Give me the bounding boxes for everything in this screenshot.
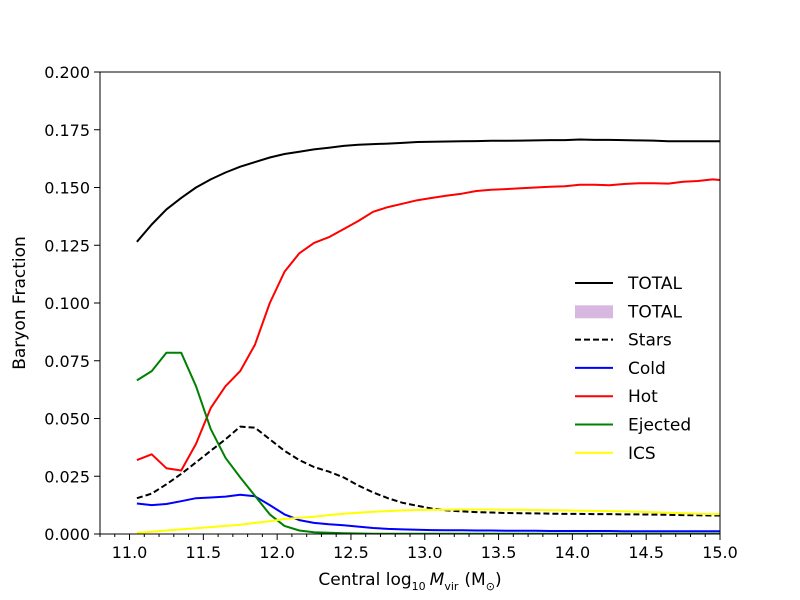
legend-label: TOTAL xyxy=(627,274,682,294)
legend-label: Stars xyxy=(628,331,672,351)
y-tick-label: 0.100 xyxy=(44,294,90,313)
y-axis-ticks: 0.000 0.025 0.050 0.075 0.100 0.125 0.150 0.175… xyxy=(44,63,100,544)
x-tick-label: 11.5 xyxy=(186,543,222,562)
y-tick-label: 0.125 xyxy=(44,236,90,255)
x-tick-label: 14.5 xyxy=(628,543,664,562)
y-tick-label: 0.200 xyxy=(44,63,90,82)
series-line-ics xyxy=(136,508,720,534)
y-tick-label: 0.050 xyxy=(44,410,90,429)
legend: TOTAL TOTAL Stars Cold Hot Ejected ICS xyxy=(575,274,691,464)
legend-label: ICS xyxy=(628,444,656,464)
series-line-cold xyxy=(136,493,720,533)
x-tick-label: 15.0 xyxy=(702,543,738,562)
x-axis-label: Central log10 Mvir (M⊙) xyxy=(318,570,501,593)
x-tick-label: 12.5 xyxy=(333,543,369,562)
x-tick-label: 13.5 xyxy=(481,543,517,562)
x-tick-label: 12.0 xyxy=(259,543,295,562)
series-line-total xyxy=(136,138,720,243)
y-tick-label: 0.025 xyxy=(44,467,90,486)
legend-label: Ejected xyxy=(628,416,691,436)
y-tick-label: 0.175 xyxy=(44,121,90,140)
legend-label: Cold xyxy=(628,359,666,379)
series-line-hot xyxy=(136,178,720,472)
legend-label: TOTAL xyxy=(627,302,682,322)
x-axis-ticks: 11.0 11.5 12.0 12.5 13.0 13.5 14.0 14.5 15.0 xyxy=(99,534,738,562)
y-tick-label: 0.075 xyxy=(44,352,90,371)
y-tick-label: 0.000 xyxy=(44,525,90,544)
y-axis-label: Baryon Fraction xyxy=(10,236,30,370)
x-tick-label: 11.0 xyxy=(112,543,148,562)
y-tick-label: 0.150 xyxy=(44,179,90,198)
x-tick-label: 14.0 xyxy=(555,543,591,562)
x-tick-label: 13.0 xyxy=(407,543,443,562)
series-line-stars xyxy=(136,425,720,517)
legend-label: Hot xyxy=(628,387,658,407)
legend-swatch-patch xyxy=(575,305,613,319)
